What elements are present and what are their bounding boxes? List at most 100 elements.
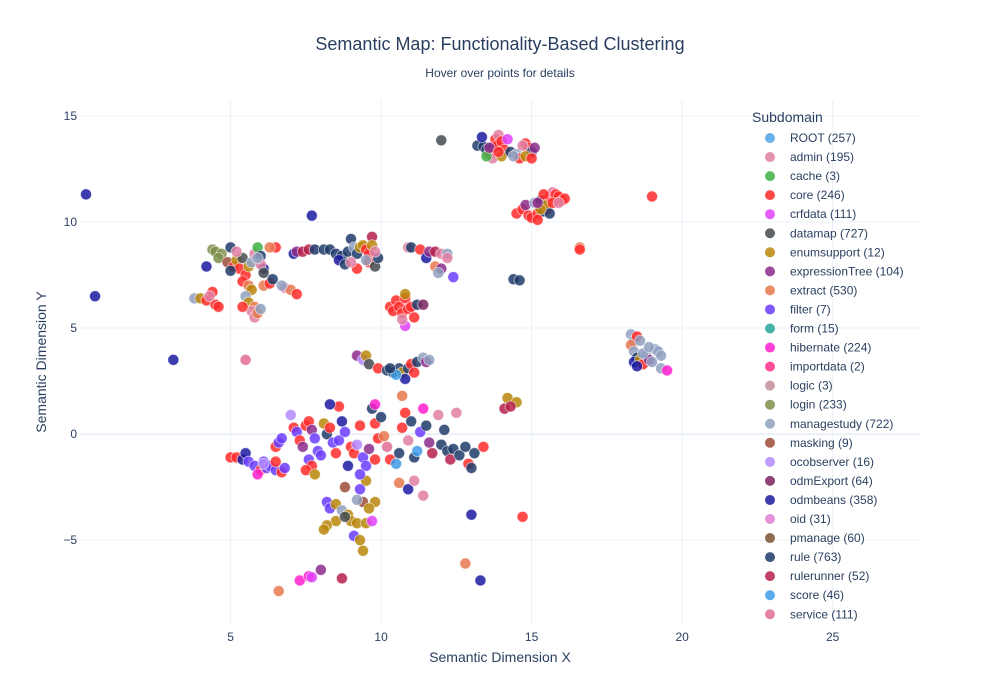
data-point[interactable] [465, 462, 478, 474]
data-point[interactable] [435, 134, 448, 147]
data-point[interactable] [531, 196, 544, 209]
legend-item[interactable]: ROOT (257) [765, 131, 856, 145]
legend-item[interactable]: odmbeans (358) [765, 493, 877, 507]
legend-item[interactable]: score (46) [765, 588, 844, 602]
data-point[interactable] [516, 510, 529, 523]
legend-item[interactable]: cache (3) [765, 169, 840, 183]
data-point[interactable] [351, 438, 363, 451]
data-point[interactable] [393, 447, 406, 460]
data-point[interactable] [263, 241, 276, 254]
data-point[interactable] [375, 411, 387, 424]
data-point[interactable] [531, 213, 544, 226]
data-point[interactable] [305, 209, 318, 222]
data-point[interactable] [631, 360, 643, 373]
data-point[interactable] [369, 398, 381, 411]
data-point[interactable] [378, 430, 390, 443]
data-point[interactable] [411, 445, 424, 457]
data-point[interactable] [239, 353, 252, 366]
data-point[interactable] [504, 400, 517, 413]
data-point[interactable] [284, 409, 297, 421]
data-point[interactable] [305, 571, 318, 584]
data-point[interactable] [459, 557, 472, 570]
data-point[interactable] [432, 409, 445, 421]
data-point[interactable] [420, 419, 433, 432]
data-point[interactable] [266, 273, 279, 286]
data-point[interactable] [314, 449, 327, 462]
data-point[interactable] [402, 434, 415, 447]
legend-item[interactable]: pmanage (60) [765, 531, 865, 545]
data-point[interactable] [212, 300, 225, 313]
data-point[interactable] [224, 264, 237, 277]
data-point[interactable] [360, 254, 372, 267]
data-point[interactable] [80, 188, 92, 201]
data-point[interactable] [323, 398, 336, 411]
data-point[interactable] [257, 266, 270, 279]
data-point[interactable] [528, 141, 541, 154]
data-point[interactable] [251, 252, 264, 264]
data-point[interactable] [330, 447, 342, 460]
data-point[interactable] [423, 436, 436, 449]
data-point[interactable] [573, 243, 586, 256]
data-point[interactable] [354, 468, 366, 481]
data-point[interactable] [366, 515, 378, 527]
legend-item[interactable]: crfdata (111) [765, 207, 856, 221]
data-point[interactable] [399, 406, 412, 419]
data-point[interactable] [251, 468, 264, 481]
data-point[interactable] [363, 443, 375, 455]
legend-item[interactable]: form (15) [765, 322, 839, 336]
data-point[interactable] [333, 434, 345, 447]
legend[interactable]: Subdomain ROOT (257) admin (195) cache (3)… [752, 109, 904, 621]
data-point[interactable] [525, 152, 538, 165]
legend-item[interactable]: logic (3) [765, 379, 833, 393]
data-point[interactable] [354, 534, 366, 547]
data-point[interactable] [381, 440, 393, 453]
data-point[interactable] [396, 390, 409, 402]
data-point[interactable] [417, 402, 430, 415]
legend-item[interactable]: rule (763) [765, 550, 841, 564]
data-point[interactable] [459, 440, 472, 453]
data-point[interactable] [476, 131, 488, 144]
data-point[interactable] [296, 440, 309, 453]
legend-item[interactable]: hibernate (224) [765, 341, 871, 355]
data-point[interactable] [661, 364, 673, 377]
data-point[interactable] [516, 139, 529, 152]
data-point[interactable] [393, 476, 406, 489]
data-point[interactable] [236, 300, 249, 313]
data-point[interactable] [360, 460, 372, 472]
data-point[interactable] [417, 298, 430, 311]
data-point[interactable] [643, 341, 655, 354]
data-point[interactable] [402, 483, 415, 496]
data-point[interactable] [351, 493, 363, 506]
data-point[interactable] [317, 523, 330, 536]
data-point[interactable] [477, 440, 490, 453]
legend-item[interactable]: ocobserver (16) [765, 455, 874, 469]
data-point[interactable] [634, 334, 646, 347]
data-point[interactable] [203, 290, 216, 303]
data-point[interactable] [408, 474, 421, 487]
data-point[interactable] [474, 574, 487, 587]
legend-item[interactable]: importdata (2) [765, 360, 865, 374]
legend-item[interactable]: filter (7) [765, 302, 831, 316]
data-point[interactable] [339, 510, 351, 523]
data-point[interactable] [507, 150, 520, 163]
data-point[interactable] [390, 457, 403, 470]
data-point[interactable] [345, 256, 357, 269]
data-point[interactable] [399, 288, 412, 300]
legend-item[interactable]: masking (9) [765, 436, 853, 450]
data-point[interactable] [269, 455, 282, 468]
data-point[interactable] [336, 415, 348, 428]
data-point[interactable] [369, 245, 381, 258]
legend-item[interactable]: oid (31) [765, 512, 831, 526]
data-point[interactable] [396, 313, 409, 326]
data-point[interactable] [447, 271, 460, 284]
data-point[interactable] [272, 585, 285, 597]
data-point[interactable] [465, 508, 478, 521]
data-point[interactable] [513, 274, 526, 287]
data-point[interactable] [646, 356, 658, 368]
data-point[interactable] [308, 432, 321, 445]
data-point[interactable] [537, 188, 550, 201]
legend-item[interactable]: enumsupport (12) [765, 245, 885, 259]
data-point[interactable] [363, 502, 375, 515]
data-point[interactable] [441, 252, 454, 264]
data-point[interactable] [167, 353, 180, 366]
